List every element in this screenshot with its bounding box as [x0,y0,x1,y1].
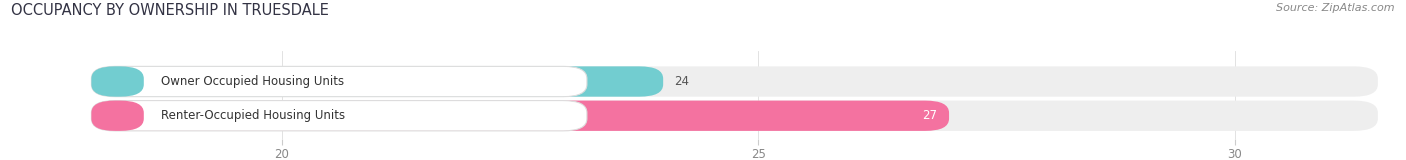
FancyBboxPatch shape [91,101,1378,131]
FancyBboxPatch shape [91,101,586,131]
FancyBboxPatch shape [91,66,1378,97]
FancyBboxPatch shape [91,66,586,97]
FancyBboxPatch shape [91,66,664,97]
Text: Source: ZipAtlas.com: Source: ZipAtlas.com [1277,3,1395,13]
FancyBboxPatch shape [91,66,143,97]
Text: 27: 27 [922,109,938,122]
FancyBboxPatch shape [91,101,143,131]
Text: Renter-Occupied Housing Units: Renter-Occupied Housing Units [160,109,344,122]
FancyBboxPatch shape [91,101,949,131]
Text: Owner Occupied Housing Units: Owner Occupied Housing Units [160,75,344,88]
Text: 24: 24 [675,75,689,88]
Text: OCCUPANCY BY OWNERSHIP IN TRUESDALE: OCCUPANCY BY OWNERSHIP IN TRUESDALE [11,3,329,18]
